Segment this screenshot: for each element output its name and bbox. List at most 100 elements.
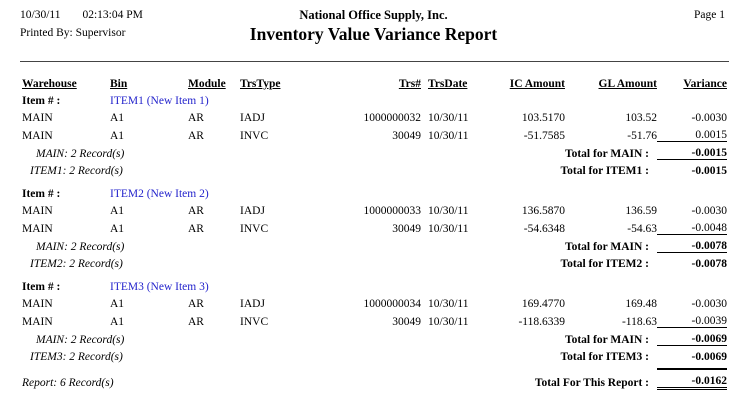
col-header-ic-amount: IC Amount [509,78,565,90]
item-name: ITEM1 (New Item 1) [110,95,209,107]
cell-warehouse: MAIN [22,205,53,217]
cell-variance: -0.0039 [691,315,727,327]
cell-trsdate: 10/30/11 [428,315,469,328]
cell-bin: A1 [110,222,125,235]
report-header: 10/30/11 02:13:04 PM Printed By: Supervis… [0,0,747,62]
cell-warehouse: MAIN [22,315,53,328]
cell-trsnum: 1000000034 [363,298,422,310]
item-total-value: -0.0015 [657,159,727,177]
item-total-label: Total for ITEM1 : [560,165,650,177]
header-divider [20,61,729,62]
cell-bin: A1 [110,205,125,217]
item-name: ITEM2 (New Item 2) [110,188,209,200]
cell-trstype: INVC [240,129,269,142]
cell-trsdate: 10/30/11 [428,112,469,124]
report-total-row: Report: 6 Record(s) Total For This Repor… [22,368,727,390]
page-title: Inventory Value Variance Report [249,24,498,44]
warehouse-total-label: Total for MAIN : [564,333,649,346]
cell-trsnum: 30049 [392,315,421,328]
table-row: MAIN A1 AR INVC 30049 10/30/11 -51.7585 … [22,124,727,142]
cell-ic-amount: -118.6339 [518,315,565,328]
cell-trsnum: 30049 [392,222,421,235]
company-name: National Office Supply, Inc. [299,8,448,22]
warehouse-total-label: Total for MAIN : [564,147,649,160]
cell-bin: A1 [110,112,125,124]
warehouse-total-value: -0.0015 [657,141,727,160]
table-row: MAIN A1 AR IADJ 1000000032 10/30/11 103.… [22,107,727,124]
cell-ic-amount: -51.7585 [523,129,565,142]
printed-by: Printed By: Supervisor [20,27,125,39]
warehouse-subtotal-row: MAIN: 2 Record(s) Total for MAIN : -0.00… [22,327,727,346]
item-subtotal-row: ITEM2: 2 Record(s) Total for ITEM2 : -0.… [22,252,727,270]
print-datetime: 10/30/11 02:13:04 PM [20,9,143,21]
cell-trsdate: 10/30/11 [428,205,469,217]
cell-trstype: INVC [240,315,269,328]
cell-warehouse: MAIN [22,129,53,142]
col-header-trsdate: TrsDate [428,78,468,90]
cell-trsdate: 10/30/11 [428,222,469,235]
table-row: MAIN A1 AR INVC 30049 10/30/11 -118.6339… [22,310,727,328]
table-row: MAIN A1 AR IADJ 1000000033 10/30/11 136.… [22,200,727,217]
print-time: 02:13:04 PM [82,9,143,21]
cell-ic-amount: 103.5170 [521,112,565,124]
warehouse-subtotal-row: MAIN: 2 Record(s) Total for MAIN : -0.00… [22,141,727,160]
warehouse-record-count: MAIN: 2 Record(s) [36,147,125,160]
cell-variance: 0.0015 [695,129,727,141]
col-header-warehouse: Warehouse [22,78,77,90]
cell-variance: -0.0030 [691,298,727,310]
cell-bin: A1 [110,315,125,328]
cell-bin: A1 [110,129,125,142]
cell-warehouse: MAIN [22,298,53,310]
item-header-row: Item # : ITEM2 (New Item 2) [22,183,727,200]
report-record-count: Report: 6 Record(s) [22,376,114,389]
cell-variance: -0.0048 [691,222,727,234]
cell-module: AR [188,315,204,328]
cell-variance: -0.0030 [691,205,727,217]
cell-module: AR [188,222,204,235]
col-header-trsnum: Trs# [398,78,421,90]
cell-gl-amount: -54.63 [627,222,657,235]
cell-trstype: IADJ [240,298,265,310]
cell-ic-amount: 136.5870 [521,205,565,217]
print-date: 10/30/11 [20,9,61,21]
cell-gl-amount: -51.76 [627,129,657,142]
cell-bin: A1 [110,298,125,310]
col-header-module: Module [188,78,226,90]
table-row: MAIN A1 AR INVC 30049 10/30/11 -54.6348 … [22,217,727,235]
cell-trstype: IADJ [240,112,265,124]
item-header-row: Item # : ITEM3 (New Item 3) [22,276,727,293]
warehouse-record-count: MAIN: 2 Record(s) [36,333,125,346]
item-record-count: ITEM2: 2 Record(s) [30,258,123,270]
col-header-bin: Bin [110,78,128,90]
col-header-gl-amount: GL Amount [598,78,657,90]
item-number-label: Item # : [22,95,61,107]
cell-ic-amount: 169.4770 [521,298,565,310]
item-subtotal-row: ITEM1: 2 Record(s) Total for ITEM1 : -0.… [22,159,727,177]
cell-variance: -0.0030 [691,112,727,124]
cell-warehouse: MAIN [22,222,53,235]
item-record-count: ITEM1: 2 Record(s) [30,165,123,177]
cell-module: AR [188,112,204,124]
cell-trsdate: 10/30/11 [428,298,469,310]
col-header-variance: Variance [683,78,727,90]
table-row: MAIN A1 AR IADJ 1000000034 10/30/11 169.… [22,293,727,310]
item-subtotal-row: ITEM3: 2 Record(s) Total for ITEM3 : -0.… [22,345,727,363]
cell-ic-amount: -54.6348 [523,222,565,235]
cell-trsdate: 10/30/11 [428,129,469,142]
item-record-count: ITEM3: 2 Record(s) [30,351,123,363]
item-total-label: Total for ITEM2 : [560,258,650,270]
page-number: Page 1 [694,9,725,21]
item-total-value: -0.0069 [657,345,727,363]
col-header-trstype: TrsType [240,78,281,90]
item-total-label: Total for ITEM3 : [560,351,650,363]
cell-gl-amount: 136.59 [625,205,657,217]
item-total-value: -0.0078 [657,252,727,270]
warehouse-subtotal-row: MAIN: 2 Record(s) Total for MAIN : -0.00… [22,234,727,253]
cell-trsnum: 1000000032 [363,112,422,124]
cell-trsnum: 1000000033 [363,205,422,217]
warehouse-record-count: MAIN: 2 Record(s) [36,240,125,253]
cell-module: AR [188,129,204,142]
cell-trstype: INVC [240,222,269,235]
item-name: ITEM3 (New Item 3) [110,281,209,293]
